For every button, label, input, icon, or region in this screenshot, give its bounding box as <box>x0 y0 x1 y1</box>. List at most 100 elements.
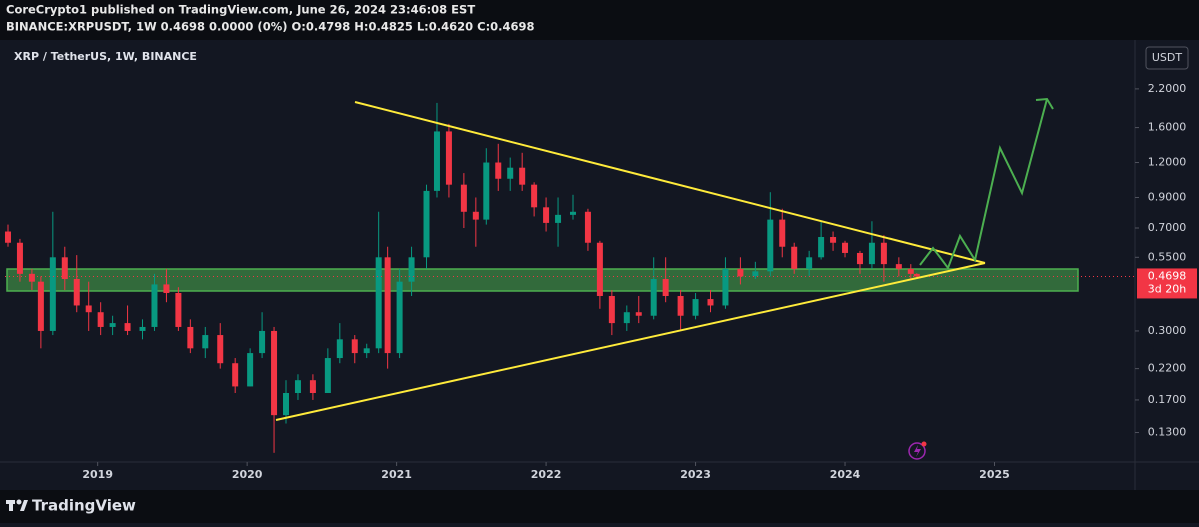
candle-body <box>163 284 170 293</box>
candle-body <box>531 184 538 208</box>
x-tick-label: 2022 <box>531 468 562 481</box>
candle-body <box>124 323 131 331</box>
candle-body <box>309 380 316 393</box>
candle-body <box>423 190 430 258</box>
candle-body <box>49 257 56 331</box>
logo-shape <box>16 499 22 505</box>
header-bg <box>0 0 1199 40</box>
event-icon[interactable] <box>908 442 926 460</box>
candle-body <box>175 292 182 327</box>
candle-body <box>791 246 798 269</box>
candle-body <box>569 211 576 215</box>
y-tick-label: 1.2000 <box>1148 156 1187 169</box>
candle-body <box>73 279 80 306</box>
candle-body <box>375 257 382 349</box>
candle-body <box>294 380 301 393</box>
candle-body <box>868 242 875 265</box>
candle-body <box>139 326 146 331</box>
candle-body <box>109 323 116 327</box>
candle-body <box>324 358 331 393</box>
currency-label[interactable]: USDT <box>1152 51 1183 64</box>
candle-body <box>16 242 23 274</box>
bar-countdown: 3d 20h <box>1148 282 1186 295</box>
candle-body <box>584 211 591 243</box>
candle-body <box>495 162 502 179</box>
candle-body <box>555 214 562 223</box>
candle-body <box>259 330 266 354</box>
candle-body <box>692 299 699 316</box>
candle-body <box>830 237 837 243</box>
x-tick-label: 2019 <box>82 468 113 481</box>
brand-name: TradingView <box>32 497 136 515</box>
candle-body <box>363 348 370 354</box>
candle-body <box>722 268 729 306</box>
lower-trendline <box>275 262 986 421</box>
symbol-title: XRP / TetherUS, 1W, BINANCE <box>14 50 197 63</box>
candle-body <box>61 257 68 280</box>
event-icon-bolt <box>914 445 921 457</box>
candle-body <box>767 219 774 272</box>
candle-body <box>28 273 35 282</box>
candle-body <box>635 312 642 316</box>
candle-body <box>187 326 194 349</box>
currency-button[interactable] <box>1145 46 1189 70</box>
candle-body <box>752 271 759 277</box>
candle-body <box>217 335 224 364</box>
candle-body <box>507 167 514 179</box>
candle-body <box>806 257 813 269</box>
last-price-label: 0.4698 <box>1148 269 1187 282</box>
candle-body <box>650 279 657 316</box>
candle-body <box>842 242 849 253</box>
candle-body <box>85 305 92 313</box>
y-tick-label: 0.5500 <box>1148 250 1187 263</box>
candle-body <box>472 211 479 220</box>
candle-body <box>37 281 44 331</box>
candle-body <box>433 131 440 191</box>
logo-shape <box>20 500 28 511</box>
candle-body <box>737 268 744 277</box>
candle-body <box>608 295 615 324</box>
candle-body <box>445 131 452 185</box>
candle-body <box>677 295 684 316</box>
event-icon-dot <box>921 441 927 447</box>
candle-body <box>818 237 825 258</box>
candle-body <box>483 162 490 220</box>
candle-body <box>779 219 786 247</box>
candle-body <box>151 284 158 327</box>
candle-body <box>4 231 11 243</box>
candle-body <box>707 299 714 306</box>
projection-arrowhead <box>1035 97 1054 110</box>
candle-body <box>907 268 914 274</box>
footer-bg <box>0 490 1199 523</box>
projection-path <box>919 98 1048 271</box>
y-tick-label: 0.1700 <box>1148 393 1187 406</box>
x-tick-label: 2021 <box>381 468 412 481</box>
candle-body <box>895 264 902 269</box>
candle-body <box>519 167 526 185</box>
candle-body <box>271 330 278 416</box>
x-tick-label: 2020 <box>232 468 263 481</box>
y-tick-label: 0.1300 <box>1148 426 1187 439</box>
candle-body <box>97 312 104 327</box>
candle-body <box>232 363 239 387</box>
candle-body <box>856 252 863 265</box>
upper-trendline <box>354 101 986 264</box>
logo-shape <box>9 500 13 511</box>
y-tick-label: 0.3000 <box>1148 324 1187 337</box>
candle-body <box>913 273 920 277</box>
candle-body <box>396 281 403 354</box>
support-zone <box>6 268 1079 292</box>
y-tick-label: 0.7000 <box>1148 221 1187 234</box>
y-tick-label: 2.2000 <box>1148 82 1187 95</box>
header-line: CoreCrypto1 published on TradingView.com… <box>6 3 475 17</box>
x-tick-label: 2023 <box>680 468 711 481</box>
x-tick-label: 2024 <box>830 468 861 481</box>
candle-body <box>202 335 209 349</box>
candle-body <box>336 339 343 359</box>
candle-body <box>351 339 358 354</box>
y-tick-label: 0.2200 <box>1148 362 1187 375</box>
candle-body <box>543 207 550 223</box>
candle-body <box>880 242 887 265</box>
